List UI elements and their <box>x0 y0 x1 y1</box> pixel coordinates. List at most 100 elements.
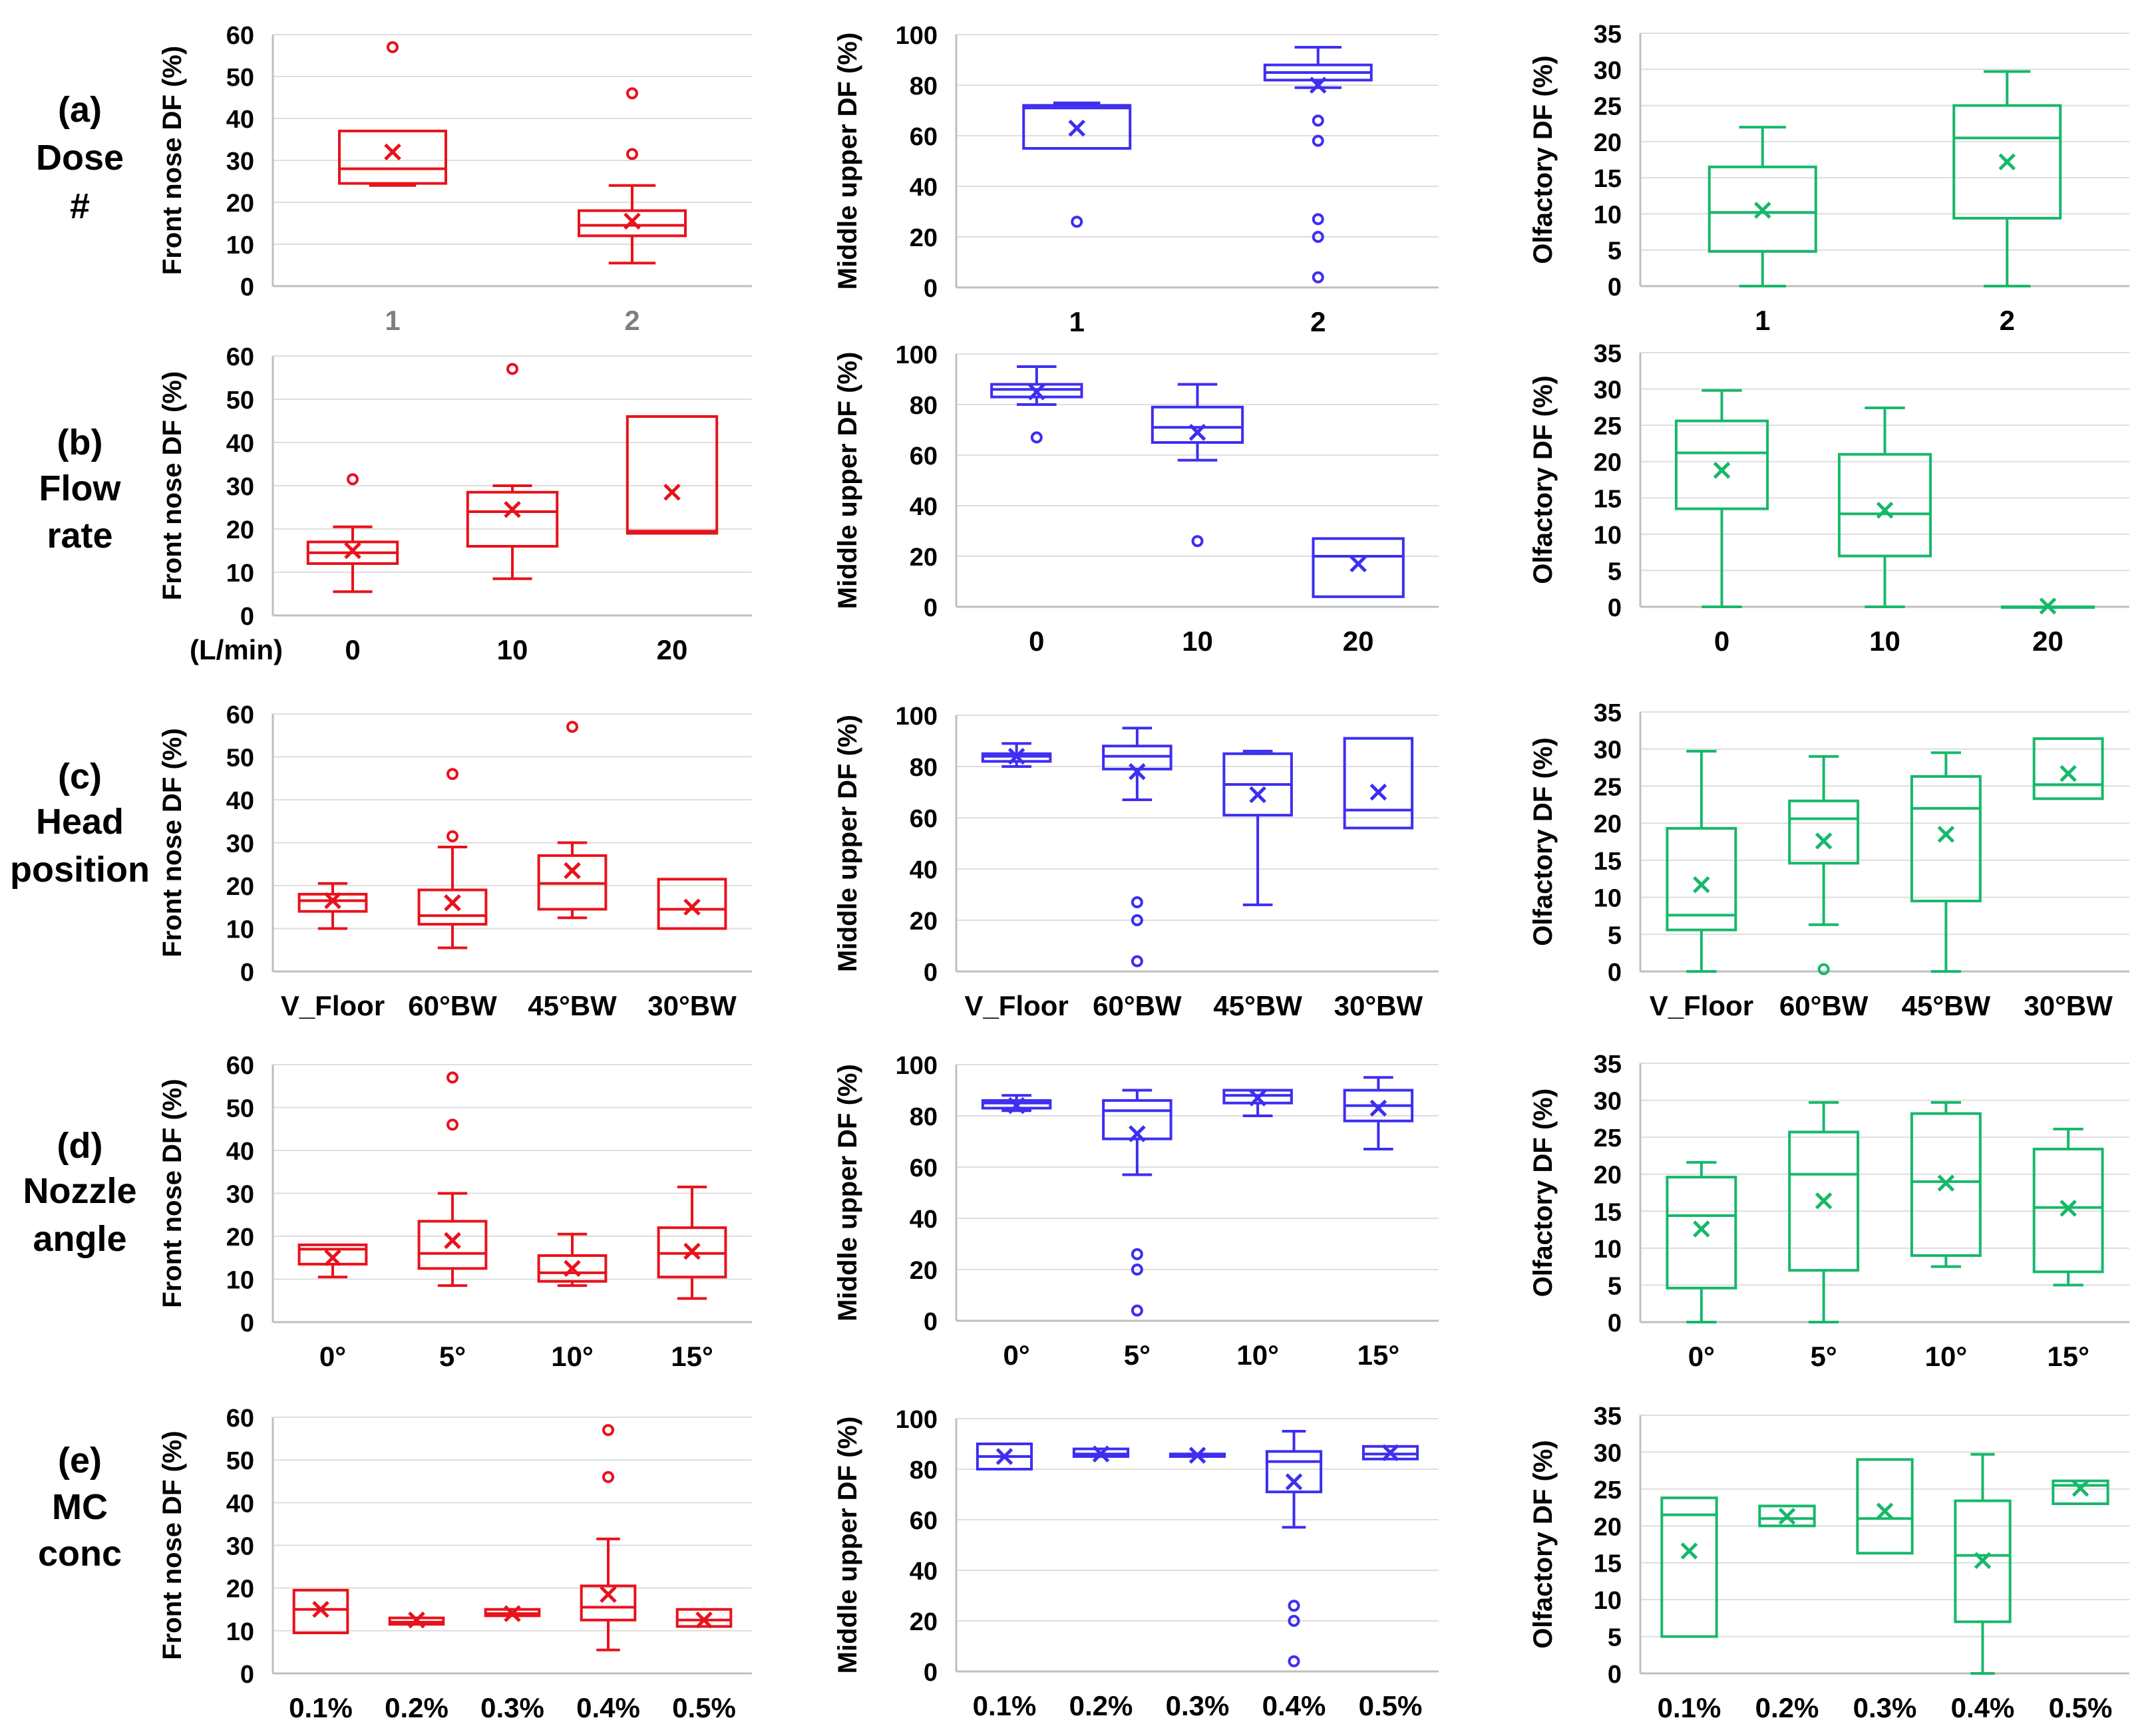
flow-unit-label: (L/min) <box>190 634 283 665</box>
y-tick-label: 80 <box>910 1103 938 1131</box>
y-tick-label: 40 <box>910 174 938 202</box>
y-tick-label: 60 <box>226 22 254 50</box>
mean-marker-stroke <box>324 892 341 910</box>
x-tick-label-0-4: 0.4% <box>1262 1690 1326 1718</box>
x-tick-label-10: 10 <box>1869 625 1900 657</box>
mean-marker <box>444 1232 461 1250</box>
box-v-floor <box>981 742 1052 768</box>
x-tick-label-60-bw: 60°BW <box>408 990 497 1021</box>
iqr-box <box>417 888 488 926</box>
x-tick-label-0: 0° <box>1688 1341 1715 1372</box>
mean-marker <box>1249 1089 1266 1107</box>
x-tick-label-0-4: 0.4% <box>576 1692 640 1718</box>
y-tick-label: 20 <box>226 1224 254 1252</box>
mean-marker <box>1249 786 1266 804</box>
y-tick-label: 80 <box>910 1457 938 1484</box>
mean-marker <box>504 500 521 518</box>
x-tick-label-1: 1 <box>1755 305 1770 336</box>
y-tick-label: 10 <box>226 560 254 588</box>
mean-marker <box>1937 1174 1955 1192</box>
y-tick-label: 10 <box>1594 885 1622 913</box>
mean-marker-stroke <box>1937 826 1955 843</box>
x-tick-label-15: 15° <box>1357 1339 1400 1371</box>
y-tick-label: 35 <box>1594 699 1622 727</box>
box-45-bw <box>537 721 608 920</box>
iqr-box <box>1952 104 2062 220</box>
row-label-c-line-3: position <box>10 850 150 890</box>
y-tick-label: 10 <box>226 232 254 259</box>
x-tick-label-10: 10 <box>1182 625 1213 657</box>
y-tick-label: 60 <box>226 1405 254 1433</box>
mean-marker-stroke <box>1369 1099 1387 1117</box>
mean-marker-stroke <box>564 862 581 880</box>
mean-marker-stroke <box>1815 832 1833 850</box>
iqr-box <box>626 415 719 535</box>
y-tick-label: 30 <box>226 473 254 501</box>
row-label-a-line-2: Dose <box>36 138 124 178</box>
box-1 <box>338 41 447 187</box>
chart-a-front: 0 10 20 30 40 50 60 Front nose DF (%) 1 2 <box>158 22 752 336</box>
box-0 <box>1674 389 1769 608</box>
y-tick-label: 50 <box>226 745 254 773</box>
mean-marker <box>344 542 361 560</box>
iqr-box <box>1856 1458 1914 1555</box>
mean-marker-stroke <box>1974 1552 1992 1570</box>
y-tick-label: 0 <box>924 275 938 303</box>
mean-marker-stroke <box>683 1242 701 1260</box>
mean-marker-stroke <box>564 1260 581 1278</box>
mean-marker-stroke <box>600 1586 617 1604</box>
mean-marker-stroke <box>324 1249 341 1267</box>
mean-marker-stroke <box>1007 1097 1025 1115</box>
row-label-e-line-3: conc <box>38 1534 122 1574</box>
x-tick-label-0-3: 0.3% <box>1166 1690 1230 1718</box>
iqr-box <box>1343 737 1414 830</box>
mean-marker <box>444 894 461 912</box>
outlier-point <box>1030 431 1043 444</box>
x-tick-label-0: 0 <box>345 634 360 665</box>
iqr-box <box>1788 1130 1860 1272</box>
mean-marker <box>2060 765 2077 782</box>
outlier-point <box>1312 114 1324 127</box>
x-tick-label-1: 1 <box>1069 306 1085 337</box>
mean-marker <box>408 1612 425 1629</box>
y-tick-label: 25 <box>1594 1124 1622 1152</box>
iqr-box <box>1674 419 1769 510</box>
mean-marker <box>1998 153 2016 171</box>
y-tick-label: 40 <box>226 787 254 815</box>
mean-marker-stroke <box>1092 1445 1110 1462</box>
row-label-e-line-2: MC <box>52 1487 108 1527</box>
outlier-point <box>1131 1248 1143 1260</box>
mean-marker <box>1092 1445 1110 1462</box>
y-tick-label: 10 <box>226 916 254 944</box>
outlier-point <box>602 1424 614 1437</box>
y-tick-label: 40 <box>910 493 938 521</box>
box-1 <box>1707 126 1817 287</box>
outlier-point <box>1288 1655 1300 1667</box>
iqr-box <box>1758 1504 1816 1528</box>
box-0 <box>990 365 1083 444</box>
y-tick-label: 10 <box>1594 1587 1622 1615</box>
y-tick-label: 30 <box>1594 1439 1622 1467</box>
mean-marker-stroke <box>683 898 701 916</box>
outlier-point <box>506 363 518 375</box>
y-tick-label: 50 <box>226 387 254 415</box>
mean-marker <box>1815 1192 1833 1210</box>
x-tick-label-5: 5° <box>1124 1339 1151 1371</box>
y-tick-label: 0 <box>1608 959 1622 987</box>
y-tick-label: 0 <box>924 1659 938 1687</box>
y-tick-label: 10 <box>1594 1236 1622 1264</box>
y-tick-label: 25 <box>1594 413 1622 440</box>
y-tick-label: 100 <box>896 1052 938 1080</box>
iqr-box <box>1788 799 1860 865</box>
mean-marker-stroke <box>1309 77 1327 94</box>
y-tick-label: 5 <box>1608 558 1622 586</box>
y-tick-label: 35 <box>1594 340 1622 368</box>
outlier-point <box>566 721 578 733</box>
y-axis-label: Middle upper DF (%) <box>833 1417 862 1674</box>
mean-marker-stroke <box>2060 1200 2077 1217</box>
y-tick-label: 15 <box>1594 1550 1622 1578</box>
mean-marker <box>600 1586 617 1604</box>
x-tick-label-45-bw: 45°BW <box>1902 990 1991 1021</box>
y-axis-label: Front nose DF (%) <box>158 1431 187 1659</box>
iqr-box <box>417 1220 488 1270</box>
